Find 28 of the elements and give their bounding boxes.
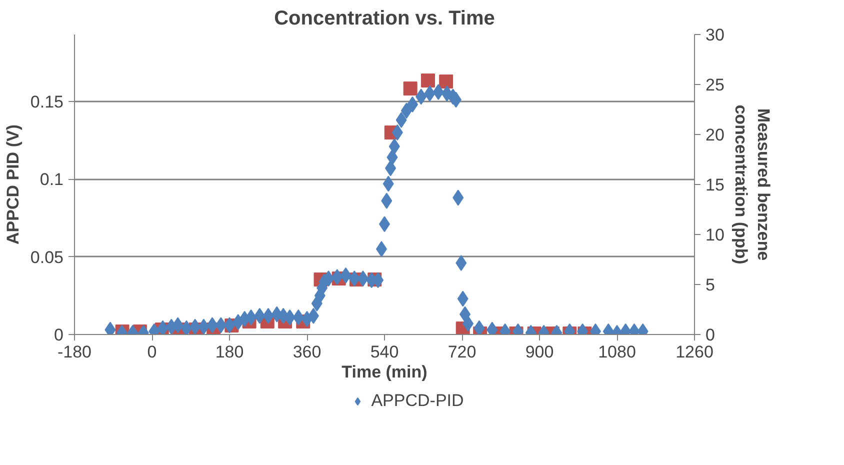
point: [439, 74, 454, 88]
x-tick-label: -180: [57, 342, 92, 362]
y-tick-label: 0.15: [30, 92, 64, 112]
x-tick-label: 0: [147, 342, 157, 362]
y2-tick-label: 15: [706, 176, 724, 194]
x-tick-label: 900: [525, 342, 554, 362]
chart-title: Concentration vs. Time: [274, 8, 495, 30]
y-tick-label: 0.1: [40, 170, 64, 190]
x-tick-label: 1260: [676, 342, 714, 362]
x-tick-label: 540: [370, 342, 399, 362]
y2-tick-label: 10: [706, 226, 724, 244]
x-tick-label: 180: [215, 342, 244, 362]
y2-axis-title: Measured benzene concentration (ppb): [731, 104, 774, 264]
point: [403, 82, 418, 96]
y-axis-title: APPCD PID (V): [3, 124, 22, 244]
y2-tick-label: 0: [706, 326, 715, 344]
y2-tick-label: 5: [706, 276, 715, 294]
legend-label: APPCD-PID: [371, 391, 464, 411]
x-tick-label: 360: [292, 342, 322, 362]
point: [420, 74, 435, 88]
y2-tick-label: 30: [706, 26, 724, 44]
y-tick-label: 0.05: [30, 248, 64, 267]
y2-tick-label: 25: [706, 76, 724, 94]
x-tick-label: 720: [448, 342, 476, 362]
y2-tick-label: 20: [706, 126, 724, 144]
y-tick-label: 0: [54, 326, 64, 344]
x-tick-label: 1080: [598, 342, 636, 362]
x-axis-title: Time (min): [342, 362, 428, 382]
